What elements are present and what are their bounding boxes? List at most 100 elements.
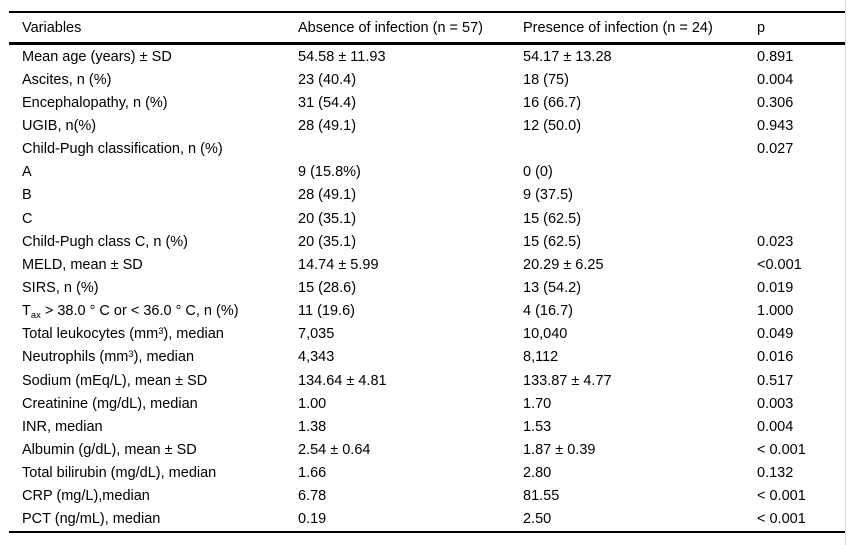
cell-variable: Ascites, n (%) [22,71,112,88]
sub-text: ax [30,308,41,320]
cell-p: 0.306 [757,94,794,111]
cell-presence: 1.87 ± 0.39 [523,441,596,458]
column-header-variables: Variables [9,12,298,45]
cell-p [757,184,846,207]
table-row: Total bilirubin (mg/dL), median 1.66 2.80 0… [9,462,846,485]
cell-variable: Tax > 38.0 ° C or < 36.0 ° C, n (%) [22,303,239,320]
cell-variable: Mean age (years) ± SD [22,48,172,65]
cell-p: 1.000 [757,303,794,320]
cell-variable: Creatinine (mg/dL), median [22,395,198,412]
cell-absence: 1.00 [298,395,327,412]
cell-variable: B [22,187,32,204]
table-row: Sodium (mEq/L), mean ± SD 134.64 ± 4.81 13… [9,369,846,392]
cell-p: 0.517 [757,372,794,389]
cell-p: 0.943 [757,117,794,134]
cell-absence: 28 (49.1) [298,187,357,204]
cell-p: 0.132 [757,465,794,482]
sup-text: 3 [158,325,164,337]
cell-absence: 134.64 ± 4.81 [298,372,387,389]
clinical-table-frame: Variables Absence of infection (n = 57) … [9,11,846,533]
cell-absence: 28 (49.1) [298,117,357,134]
cell-absence: 11 (19.6) [298,303,355,320]
table-row: B 28 (49.1) 9 (37.5) [9,184,846,207]
cell-absence: 1.66 [298,465,327,482]
cell-presence: 20.29 ± 6.25 [523,256,604,273]
cell-variable: A [22,164,32,181]
table-row: Ascites, n (%) 23 (40.4) 18 (75) 0.004 [9,68,846,91]
cell-presence: 15 (62.5) [523,210,582,227]
table-row: UGIB, n(%) 28 (49.1) 12 (50.0) 0.943 [9,114,846,137]
cell-p: 0.049 [757,326,794,343]
table-row: Child-Pugh classification, n (%) 0.027 [9,138,846,161]
sup-text: 3 [128,348,134,360]
cell-variable: Albumin (g/dL), mean ± SD [22,441,197,458]
cell-absence: 15 (28.6) [298,279,357,296]
table-row: SIRS, n (%) 15 (28.6) 13 (54.2) 0.019 [9,276,846,299]
cell-presence: 133.87 ± 4.77 [523,372,612,389]
cell-variable: Total bilirubin (mg/dL), median [22,465,217,482]
cell-p: 0.003 [757,395,794,412]
cell-p: 0.023 [757,233,794,250]
cell-absence: 20 (35.1) [298,210,357,227]
cell-presence: 2.80 [523,465,552,482]
column-header-absence: Absence of infection (n = 57) [298,12,523,45]
table-row: C 20 (35.1) 15 (62.5) [9,207,846,230]
cell-absence: 6.78 [298,488,327,505]
cell-absence: 7,035 [298,326,335,343]
cell-variable: C [22,210,33,227]
table-body: Mean age (years) ± SD 54.58 ± 11.93 54.17 … [9,44,846,532]
cell-variable: Total leukocytes (mm3), median [22,325,224,343]
cell-absence: 9 (15.8%) [298,164,361,181]
cell-p: < 0.001 [757,511,806,528]
cell-variable: UGIB, n(%) [22,117,97,134]
header-row: Variables Absence of infection (n = 57) … [9,12,846,45]
cell-p: 0.004 [757,418,794,435]
cell-variable: MELD, mean ± SD [22,256,143,273]
cell-presence: 8,112 [523,349,559,366]
cell-p: 0.004 [757,71,794,88]
cell-absence: 20 (35.1) [298,233,357,250]
cell-absence: 54.58 ± 11.93 [298,48,386,65]
cell-p: < 0.001 [757,441,806,458]
cell-absence: 4,343 [298,349,335,366]
cell-p: 0.027 [757,141,794,158]
cell-presence: 54.17 ± 13.28 [523,48,612,65]
table-row: Tax > 38.0 ° C or < 36.0 ° C, n (%) 11 (1… [9,300,846,323]
cell-p [757,207,846,230]
cell-absence: 23 (40.4) [298,71,357,88]
cell-absence: 1.38 [298,418,327,435]
table-row: Child-Pugh class C, n (%) 20 (35.1) 15 (62… [9,230,846,253]
cell-presence: 16 (66.7) [523,94,582,111]
cell-presence [523,138,757,161]
cell-presence: 1.70 [523,395,552,412]
cell-presence: 2.50 [523,511,552,528]
cell-p: 0.019 [757,279,794,296]
cell-presence: 12 (50.0) [523,117,582,134]
right-edge-line [845,0,846,545]
table-row: Total leukocytes (mm3), median 7,035 10,04… [9,323,846,346]
cell-absence: 0.19 [298,511,327,528]
table-row: Albumin (g/dL), mean ± SD 2.54 ± 0.64 1.87… [9,438,846,461]
cell-p: 0.891 [757,48,794,65]
cell-variable: SIRS, n (%) [22,279,99,296]
cell-absence: 2.54 ± 0.64 [298,441,371,458]
table-row: INR, median 1.38 1.53 0.004 [9,415,846,438]
cell-variable: Sodium (mEq/L), mean ± SD [22,372,208,389]
cell-presence: 0 (0) [523,164,553,181]
table-row: Mean age (years) ± SD 54.58 ± 11.93 54.17 … [9,44,846,69]
cell-variable: Child-Pugh class C, n (%) [22,233,188,250]
table-row: A 9 (15.8%) 0 (0) [9,161,846,184]
cell-presence: 9 (37.5) [523,187,573,204]
cell-presence: 10,040 [523,326,568,343]
table-row: Neutrophils (mm3), median 4,343 8,112 0.016 [9,346,846,369]
cell-variable: Encephalopathy, n (%) [22,94,168,111]
infection-comparison-table: Variables Absence of infection (n = 57) … [9,11,846,533]
table-row: MELD, mean ± SD 14.74 ± 5.99 20.29 ± 6.25 <… [9,253,846,276]
table-row: Creatinine (mg/dL), median 1.00 1.70 0.003 [9,392,846,415]
cell-presence: 15 (62.5) [523,233,582,250]
cell-absence: 14.74 ± 5.99 [298,256,379,273]
cell-variable: INR, median [22,418,103,435]
cell-presence: 4 (16.7) [523,303,573,320]
cell-variable: Neutrophils (mm3), median [22,348,195,366]
cell-p: < 0.001 [757,488,806,505]
